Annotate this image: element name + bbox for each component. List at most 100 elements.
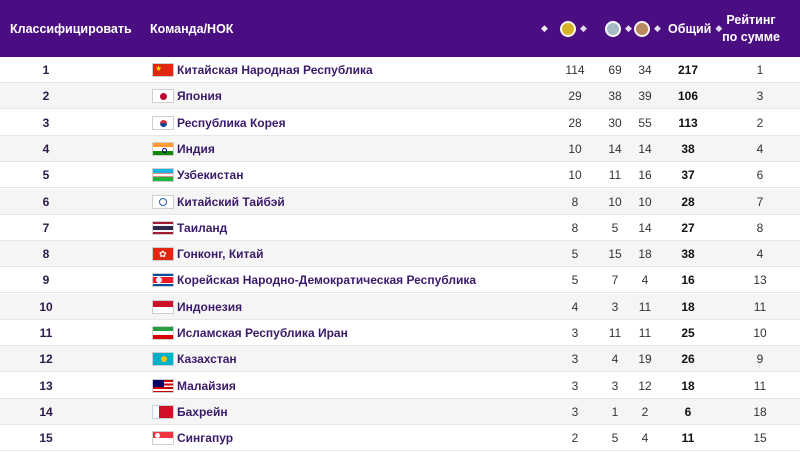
flag-icon: ★ [152,57,174,83]
bronze-count: 16 [638,168,652,183]
ranksum-value: 1 [756,63,764,77]
table-row[interactable]: 1 ★ Китайская Народная Республика 114 69 34 21… [0,57,800,83]
silver-count: 3 [611,299,619,314]
gold-count: 3 [571,352,579,367]
column-header-ranksum[interactable]: Рейтинг по сумме [722,12,780,44]
ranksum-value: 10 [753,326,767,340]
table-row[interactable]: 13 Малайзия 3 3 12 18 11 [0,372,800,399]
sort-icon: ◆ [715,23,723,33]
team-name-link[interactable]: Малайзия [177,378,236,393]
flag-icon [152,399,174,425]
bronze-count: 14 [638,141,652,156]
table-row[interactable]: 4 Индия 10 14 14 38 4 [0,135,800,162]
team-name-link[interactable]: Казахстан [177,352,237,367]
rank-cell: 6 [42,194,50,209]
total-count: 37 [681,168,695,183]
table-row[interactable]: 12 Казахстан 3 4 19 26 9 [0,346,800,373]
bronze-count: 39 [638,89,652,104]
flag-icon [152,215,174,241]
column-header-team[interactable]: Команда/НОК [150,21,234,36]
table-row[interactable]: 7 Таиланд 8 5 14 27 8 [0,214,800,241]
table-row[interactable]: 8 ✿ Гонконг, Китай 5 15 18 38 4 [0,241,800,268]
ranksum-value: 13 [753,273,767,288]
sort-icon[interactable]: ◆ [541,23,548,33]
table-row[interactable]: 14 Бахрейн 3 1 2 6 18 [0,398,800,425]
flag-icon [152,294,174,320]
gold-medal-icon [560,20,576,37]
rank-cell: 15 [39,431,53,446]
flag-icon [152,373,174,399]
column-header-rank[interactable]: Классифицировать [10,21,132,36]
silver-count: 38 [608,89,622,104]
team-name-link[interactable]: Таиланд [177,220,228,235]
rank-cell: 2 [42,89,50,104]
table-row[interactable]: 9 Корейская Народно-Демократическая Респу… [0,267,800,294]
rank-cell: 4 [42,141,50,156]
team-name-link[interactable]: Китайская Народная Республика [177,63,373,77]
bronze-medal-icon [634,20,650,37]
total-count: 106 [677,89,699,104]
team-name-link[interactable]: Бахрейн [177,404,228,419]
flag-icon [152,136,174,162]
ranksum-value: 15 [753,431,767,446]
bronze-count: 2 [641,404,649,419]
table-row[interactable]: 5 Узбекистан 10 11 16 37 6 [0,162,800,189]
gold-count: 5 [571,247,579,262]
ranksum-value: 2 [756,115,764,130]
total-count: 217 [677,63,699,77]
flag-icon [152,83,174,109]
table-row[interactable]: 15 Сингапур 2 5 4 11 15 [0,425,800,452]
flag-icon [152,110,174,136]
total-count: 26 [681,352,695,367]
bronze-count: 11 [638,326,652,340]
column-header-total[interactable]: Общий ◆ [668,0,722,57]
silver-medal-icon [605,20,621,37]
total-count: 38 [681,247,695,262]
flag-icon [152,425,174,451]
table-row[interactable]: 10 Индонезия 4 3 11 18 11 [0,293,800,320]
silver-count: 30 [608,115,622,130]
gold-count: 8 [571,194,579,209]
team-name-link[interactable]: Республика Корея [177,115,286,130]
team-name-link[interactable]: Сингапур [177,431,234,446]
bronze-count: 18 [638,247,652,262]
rank-cell: 8 [42,247,50,262]
total-count: 28 [681,194,695,209]
gold-count: 114 [565,63,585,77]
total-count: 6 [684,404,692,419]
silver-count: 1 [611,404,619,419]
column-header-bronze[interactable]: ◆ [634,0,661,57]
total-count: 113 [678,115,698,130]
table-row[interactable]: 2 Япония 29 38 39 106 3 [0,83,800,110]
bronze-count: 4 [641,431,649,446]
ranksum-value: 6 [756,168,764,183]
team-name-link[interactable]: Индонезия [177,299,243,314]
total-label: Общий [668,21,712,36]
table-row[interactable]: 6 Китайский Тайбэй 8 10 10 28 7 [0,188,800,215]
team-name-link[interactable]: Китайский Тайбэй [177,194,285,209]
team-name-link[interactable]: Гонконг, Китай [177,247,264,262]
silver-count: 7 [611,273,619,288]
column-header-gold[interactable]: ◆ [560,0,587,57]
gold-count: 3 [571,404,579,419]
sort-icon: ◆ [580,23,587,33]
silver-count: 15 [608,247,622,262]
bronze-count: 55 [638,115,652,130]
gold-count: 5 [571,273,579,288]
team-name-link[interactable]: Япония [177,89,222,104]
bronze-count: 10 [638,194,652,209]
table-row[interactable]: 11 Исламская Республика Иран 3 11 11 25 10 [0,320,800,346]
gold-count: 8 [571,220,579,235]
table-row[interactable]: 3 Республика Корея 28 30 55 113 2 [0,109,800,136]
silver-count: 10 [608,194,622,209]
team-name-link[interactable]: Исламская Республика Иран [177,326,348,340]
team-name-link[interactable]: Узбекистан [177,168,244,183]
rank-cell: 12 [39,352,53,367]
gold-count: 3 [571,326,579,340]
total-count: 25 [681,326,695,340]
team-name-link[interactable]: Корейская Народно-Демократическая Респуб… [177,273,477,288]
bronze-count: 14 [638,220,652,235]
silver-count: 4 [611,352,619,367]
team-name-link[interactable]: Индия [177,141,215,156]
column-header-silver[interactable]: ◆ [605,0,632,57]
